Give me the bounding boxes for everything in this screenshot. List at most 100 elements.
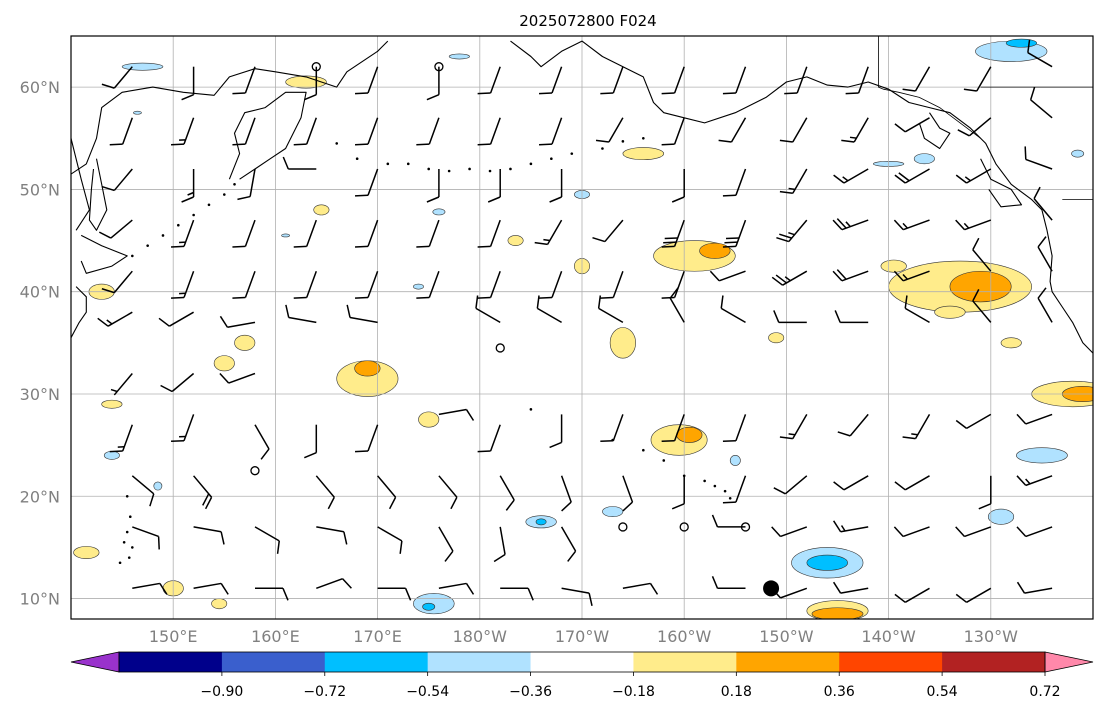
longitude-label: 160°E	[251, 627, 300, 646]
negative-anomaly-contour	[432, 208, 446, 216]
wind-barb	[237, 168, 256, 201]
wind-barb	[355, 168, 379, 197]
coastline	[71, 40, 389, 175]
coastline	[88, 158, 108, 231]
wind-barb	[893, 270, 930, 282]
wind-barb	[1037, 236, 1053, 272]
wind-barb	[1037, 287, 1053, 323]
wind-barb	[955, 587, 992, 603]
negative-anomaly-contour	[413, 593, 455, 615]
wind-barb	[438, 475, 458, 510]
colorbar-outline	[118, 651, 1046, 673]
wind-barb	[779, 414, 808, 440]
wind-barb	[661, 117, 685, 146]
coastline	[80, 234, 128, 274]
wind-barb	[171, 219, 195, 248]
wind-barb	[377, 526, 403, 554]
positive-anomaly-contour	[949, 270, 1012, 303]
wind-barb	[661, 66, 685, 95]
wind-barb	[101, 66, 133, 89]
island	[125, 530, 129, 534]
wind-barb	[771, 526, 808, 538]
wind-barb	[894, 168, 930, 184]
positive-anomaly-contour	[313, 204, 330, 216]
wind-barb	[771, 270, 808, 286]
wind-barb	[477, 219, 501, 248]
positive-anomaly-contour	[507, 235, 524, 246]
wind-barb	[158, 311, 194, 327]
wind-barb	[232, 219, 256, 248]
wind-barb	[131, 475, 155, 507]
calm-wind-circle	[618, 522, 628, 532]
map-title: 2025072800 F024	[519, 12, 656, 30]
wind-barb	[160, 372, 195, 393]
wind-barb	[193, 526, 225, 545]
colorbar-segment	[119, 652, 223, 672]
wind-barb	[661, 219, 685, 248]
island	[601, 147, 604, 150]
island	[233, 183, 236, 186]
island	[125, 494, 129, 498]
positive-anomaly-contour	[211, 598, 228, 610]
negative-anomaly-contour	[413, 283, 424, 290]
wind-barb	[722, 414, 747, 443]
wind-barb	[171, 414, 195, 443]
wind-barb	[293, 117, 318, 146]
island	[131, 254, 134, 258]
wind-barb	[893, 526, 930, 538]
wind-barb	[285, 304, 317, 324]
island	[723, 489, 727, 493]
wind-barb	[477, 117, 501, 146]
colorbar-extend-high	[1044, 651, 1094, 673]
wind-barb	[426, 169, 440, 203]
wind-barb	[955, 219, 992, 231]
wind-barb	[219, 315, 256, 329]
wind-barb	[232, 270, 256, 299]
island	[713, 484, 717, 488]
colorbar-tick-label: 0.18	[721, 684, 752, 700]
calm-wind-circle	[495, 343, 505, 353]
wind-barb	[1024, 146, 1053, 170]
colorbar-tick-label: −0.90	[200, 684, 243, 700]
longitude-label: 130°W	[964, 627, 1019, 646]
wind-barb	[711, 576, 746, 590]
longitude-labels: 150°E 160°E 170°E 180°W 170°W 160°W 150°W 140°W…	[149, 627, 1018, 646]
wind-barb	[957, 117, 992, 137]
colorbar-tick-label: 0.54	[927, 684, 958, 700]
negative-anomaly-contour	[806, 554, 849, 571]
negative-anomaly-contour	[1071, 149, 1085, 158]
island	[223, 193, 226, 196]
positive-anomaly-contour	[418, 411, 440, 428]
wind-barb	[711, 514, 746, 528]
negative-anomaly-contour	[913, 153, 935, 165]
wind-barb	[595, 117, 624, 143]
wind-barb	[718, 117, 747, 143]
island	[550, 157, 553, 161]
wind-barb	[109, 117, 134, 146]
coastline	[980, 158, 1023, 208]
wind-barb	[539, 270, 563, 299]
wind-barb	[955, 168, 992, 184]
calm-wind-circle	[250, 466, 260, 476]
island	[131, 546, 134, 549]
negative-anomaly-contour	[448, 53, 470, 60]
location-marker	[763, 580, 780, 597]
wind-barb	[377, 475, 397, 510]
wind-barb	[832, 269, 869, 282]
island	[529, 408, 533, 411]
wind-barb	[355, 66, 379, 95]
wind-barb	[355, 219, 379, 248]
wind-barb	[132, 582, 168, 595]
wind-barb	[1016, 475, 1053, 487]
longitude-label: 150°W	[759, 627, 814, 646]
wind-barb	[1029, 87, 1053, 119]
negative-anomaly-contour	[602, 506, 624, 518]
colorbar-segment	[530, 652, 634, 672]
wind-barb	[181, 66, 195, 101]
graticule	[71, 36, 1093, 619]
negative-anomaly-contour	[281, 233, 291, 238]
wind-barb	[955, 526, 992, 538]
wind-barb	[539, 117, 563, 146]
positive-anomaly-contour	[354, 360, 381, 377]
